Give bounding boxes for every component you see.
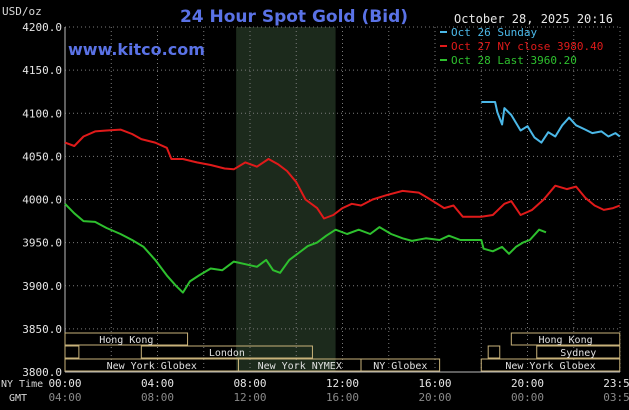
watermark: www.kitco.com [68,40,205,59]
series-line [64,128,621,220]
x-axis-row-label: NY Time [1,379,43,390]
y-tick-label: 3850.0 [22,323,62,336]
x-tick-label: 08:00 [233,377,266,390]
y-tick-label: 3900.0 [22,280,62,293]
x-tick-label: 12:00 [326,377,359,390]
series-line [481,101,621,144]
session-label: New York Globex [505,361,595,372]
y-axis-tick-labels: 4200.0 4150.0 4100.0 4050.0 4000.0 3950.0 3900… [22,21,62,379]
session-box [140,345,313,359]
session-label: Hong Kong [99,335,153,346]
x2-tick-label: 20:00 [418,391,451,404]
x2-tick-label: 00:00 [511,391,544,404]
session-box [64,332,189,346]
chart-series [64,101,621,294]
session-label: NY Globex [373,361,427,372]
session-box [360,358,441,372]
x2-tick-label: 03:59 [603,391,629,404]
session-label: New York Globex [107,361,197,372]
x-tick-label: 16:00 [418,377,451,390]
y-tick-label: 3800.0 [22,366,62,379]
legend-entry: Oct 28 Last 3960.20 [451,54,577,67]
x2-tick-label: 12:00 [233,391,266,404]
y-tick-label: 4050.0 [22,150,62,163]
chart-title: 24 Hour Spot Gold (Bid) [180,7,408,27]
x-tick-label: 00:00 [48,377,81,390]
session-box [536,345,621,359]
session-label: New York NYMEX [258,361,342,372]
session-label: Sydney [560,348,596,359]
session-box [487,345,501,359]
session-label: London [209,348,245,359]
legend-entry: Oct 27 NY close 3980.40 [451,40,603,53]
timestamp: October 28, 2025 20:16 [454,12,613,26]
x-tick-label: 04:00 [141,377,174,390]
legend-entry: Oct 26 Sunday [451,26,537,39]
x2-tick-label: 16:00 [326,391,359,404]
x2-tick-label: 04:00 [48,391,81,404]
y-tick-label: 4150.0 [22,64,62,77]
market-sessions: Hong Kong Hong Kong London Sydney New York G… [64,332,621,372]
x-tick-label: 23:59 [603,377,629,390]
y-tick-label: 4100.0 [22,107,62,120]
session-box [510,332,621,346]
session-box [64,345,80,359]
session-label: Hong Kong [538,335,592,346]
x-tick-label: 20:00 [511,377,544,390]
series-line [64,203,547,294]
y-tick-label: 3950.0 [22,237,62,250]
chart-grid [64,26,621,373]
y-tick-label: 4000.0 [22,194,62,207]
y-tick-label: 4200.0 [22,21,62,34]
x2-tick-label: 08:00 [141,391,174,404]
x2-axis-row-label: GMT [9,393,27,404]
x-axis-tick-labels: 00:0004:0008:0012:0016:0020:0023:5904:00… [48,377,629,404]
y-axis-label: USD/oz [2,5,42,18]
session-box [480,358,621,372]
